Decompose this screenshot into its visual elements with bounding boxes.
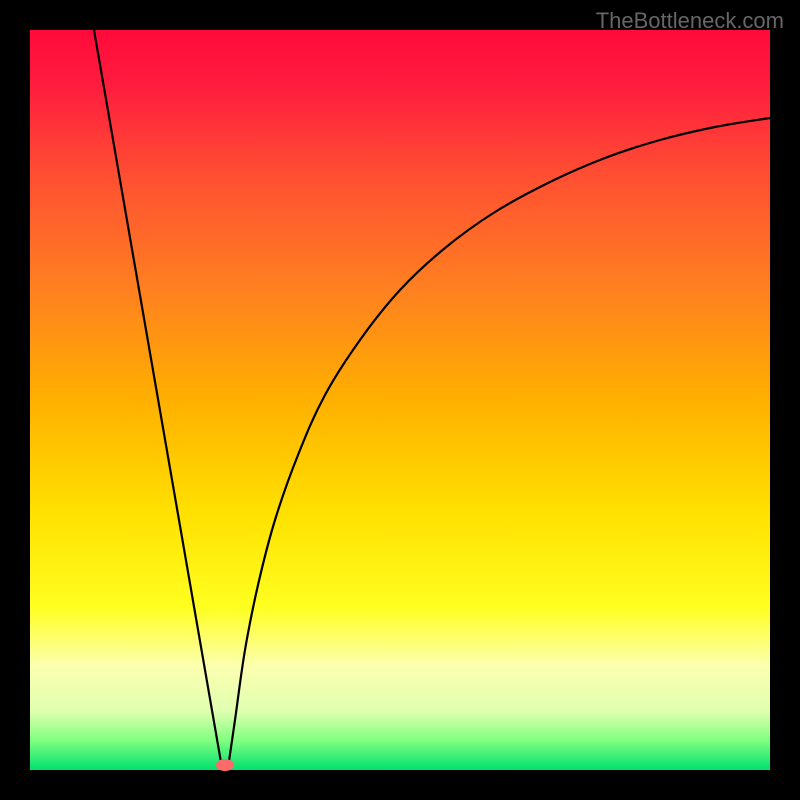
watermark-text: TheBottleneck.com	[596, 8, 784, 34]
plot-area	[30, 30, 770, 770]
chart-svg	[30, 30, 770, 770]
minimum-marker	[216, 759, 234, 771]
